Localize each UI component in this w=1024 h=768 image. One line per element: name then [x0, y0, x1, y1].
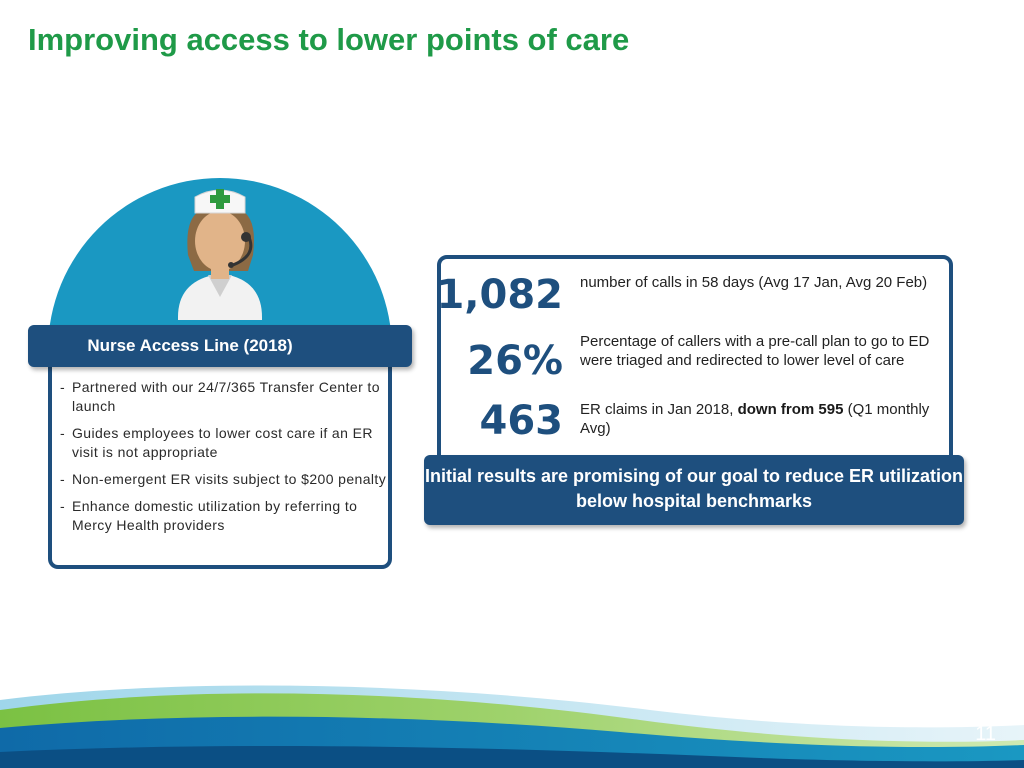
bullet-dash: -: [60, 471, 66, 487]
nurse-headset-icon: [178, 189, 262, 320]
footer-waves: [0, 685, 1024, 768]
stat-value-er-claims: 463: [479, 398, 564, 444]
stat-desc-er-claims: ER claims in Jan 2018, down from 595 (Q1…: [580, 400, 945, 438]
bullet-text: Guides employees to lower cost care if a…: [72, 425, 373, 460]
stat-desc-text: ER claims in Jan 2018,: [580, 401, 738, 418]
stat-value-calls: 1,082: [436, 272, 563, 318]
bullet-text: Non-emergent ER visits subject to $200 p…: [72, 471, 387, 487]
stat-desc-calls: number of calls in 58 days (Avg 17 Jan, …: [580, 274, 928, 291]
left-panel: [48, 345, 392, 569]
stat-desc-text: (Q1 monthly Avg): [580, 401, 930, 437]
stat-desc-bold: down from 595: [737, 401, 844, 418]
medical-cross-icon: [210, 189, 230, 209]
bullet-text: Enhance domestic utilization by referrin…: [72, 498, 358, 533]
bullet-item: - Enhance domestic utilization by referri…: [60, 497, 390, 535]
bullet-list: - Partnered with our 24/7/365 Transfer Ce…: [60, 378, 390, 543]
bullet-item: - Guides employees to lower cost care if …: [60, 424, 390, 462]
results-banner: Initial results are promising of our goa…: [424, 455, 964, 525]
bullet-item: - Non-emergent ER visits subject to $200 …: [60, 470, 390, 489]
nurse-illustration: [48, 178, 392, 350]
slide-title: Improving access to lower points of care: [28, 22, 630, 57]
stat-desc-percentage: Percentage of callers with a pre-call pl…: [580, 333, 930, 369]
bullet-dash: -: [60, 425, 66, 441]
left-panel-header: Nurse Access Line (2018): [28, 325, 412, 367]
bullet-dash: -: [60, 498, 66, 514]
bullet-text: Partnered with our 24/7/365 Transfer Cen…: [72, 379, 380, 414]
page-number: 11: [975, 723, 996, 745]
bullet-dash: -: [60, 379, 66, 395]
bullet-item: - Partnered with our 24/7/365 Transfer Ce…: [60, 378, 390, 416]
stat-value-percentage: 26%: [467, 338, 563, 384]
